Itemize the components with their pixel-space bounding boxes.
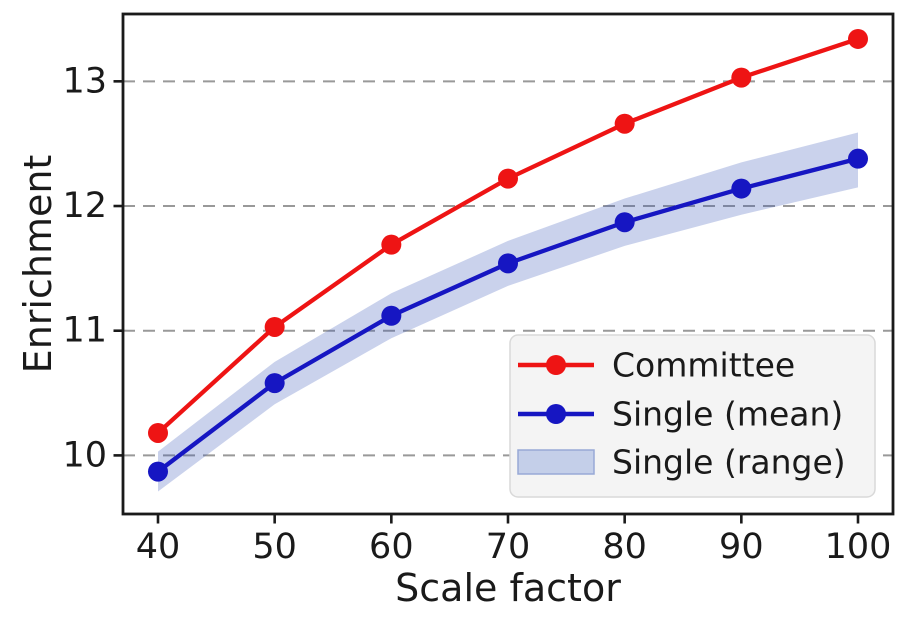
single-range-band — [158, 132, 858, 492]
x-axis-label: Scale factor — [395, 566, 621, 610]
legend-box — [509, 334, 876, 498]
single-mean-marker — [264, 373, 285, 394]
y-tick-label: 10 — [62, 435, 107, 475]
single-mean-marker — [148, 461, 168, 482]
single-mean-marker — [381, 305, 402, 326]
y-tick-label: 12 — [62, 186, 107, 226]
axis-ticks — [113, 80, 860, 524]
single-mean-marker — [498, 253, 518, 274]
single-range-band-layer — [158, 132, 858, 492]
committee-marker — [731, 67, 752, 88]
single-mean-marker — [848, 148, 868, 169]
x-tick-label: 50 — [252, 527, 297, 567]
x-tick-label: 90 — [719, 527, 764, 567]
legend-single-mean-marker-icon — [546, 404, 566, 424]
data-series — [148, 28, 868, 482]
single-mean-marker — [731, 178, 752, 199]
legend-label-single-mean: Single (mean) — [612, 395, 843, 434]
x-tick-label: 40 — [136, 527, 181, 567]
legend-label-committee: Committee — [612, 346, 795, 385]
legend: Committee Single (mean) Single (range) — [509, 334, 876, 498]
committee-marker — [264, 316, 285, 337]
committee-marker — [498, 168, 518, 189]
legend-committee-marker-icon — [546, 355, 566, 375]
committee-marker — [848, 28, 868, 49]
committee-marker — [148, 422, 168, 443]
x-tick-label: 70 — [486, 527, 531, 567]
committee-marker — [614, 113, 635, 134]
x-tick-label: 100 — [825, 527, 892, 567]
tick-labels: 40 50 60 70 80 90 100 10 11 12 13 — [62, 61, 891, 567]
x-tick-label: 60 — [369, 527, 414, 567]
x-tick-label: 80 — [602, 527, 647, 567]
single-mean-marker — [614, 212, 635, 233]
y-tick-label: 11 — [62, 311, 107, 351]
legend-label-single-range: Single (range) — [612, 443, 846, 482]
y-axis-label: Enrichment — [16, 155, 60, 374]
y-tick-label: 13 — [62, 61, 107, 101]
committee-marker — [381, 234, 402, 255]
legend-single-range-patch-swatch — [517, 449, 595, 475]
